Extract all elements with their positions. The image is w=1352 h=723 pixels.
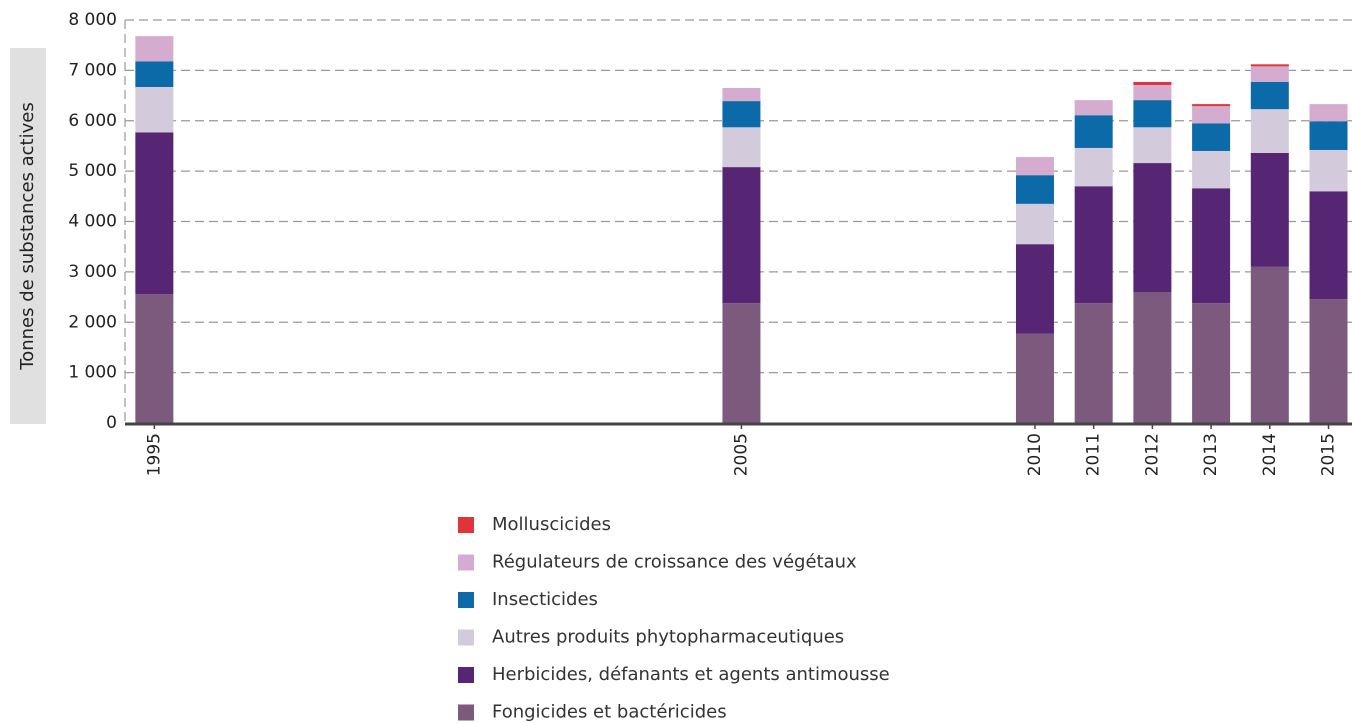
y-tick-label: 7 000 (68, 60, 117, 80)
bar-segment (1074, 147, 1113, 187)
legend-label: Autres produits phytopharmaceutiques (492, 627, 844, 648)
bar-segment (1015, 203, 1054, 245)
bar-segment (1192, 104, 1231, 107)
bar-segment (1015, 175, 1054, 204)
legend-swatch (458, 554, 474, 571)
legend-swatch (458, 667, 474, 683)
y-tick-label: 5 000 (68, 161, 117, 181)
bar-segment (1250, 152, 1289, 267)
y-tick-label: 3 000 (68, 262, 117, 282)
bar-segment (1074, 100, 1113, 116)
x-tick-label: 2012 (1142, 433, 1162, 476)
legend-swatch (458, 517, 474, 533)
legend-label: Fongicides et bactéricides (492, 702, 727, 723)
y-label-box (10, 48, 46, 424)
bar-segment (135, 61, 174, 87)
bar-segment (1133, 100, 1172, 128)
legend-label: Molluscicides (492, 514, 611, 535)
bar-segment (1309, 149, 1348, 192)
bar-segment (135, 86, 174, 133)
bar-segment (722, 303, 761, 423)
legend-swatch (458, 629, 474, 646)
bar-segment (1133, 163, 1172, 293)
bar-segment (1133, 84, 1172, 101)
bar-segment (722, 101, 761, 128)
legend-label: Herbicides, défanants et agents antimous… (492, 664, 890, 685)
bar-segment (1074, 115, 1113, 148)
bar-segment (135, 132, 174, 295)
bar-segment (1192, 188, 1231, 304)
y-tick-label: 6 000 (68, 111, 117, 131)
legend-swatch (458, 592, 474, 608)
legend-label: Régulateurs de croissance des végétaux (492, 552, 857, 573)
bar-segment (1309, 191, 1348, 300)
x-tick-label: 2005 (731, 433, 751, 476)
bar-segment (1074, 303, 1113, 423)
bar-segment (722, 167, 761, 304)
legend-swatch (458, 704, 474, 721)
bar-segment (1250, 266, 1289, 423)
y-tick-label: 2 000 (68, 312, 117, 332)
bar-segment (1015, 244, 1054, 334)
bar-segment (135, 294, 174, 423)
bar-segment (1192, 303, 1231, 423)
bar-segment (722, 127, 761, 168)
y-axis-label: Tonnes de substances actives (17, 102, 38, 370)
bar-segment (1250, 66, 1289, 82)
bar-segment (722, 88, 761, 102)
x-tick-label: 1995 (144, 433, 164, 476)
bar-segment (1250, 64, 1289, 67)
bar-segment (1015, 157, 1054, 176)
bar-segment (1309, 104, 1348, 122)
bar-segment (1015, 333, 1054, 423)
bar-segment (1133, 292, 1172, 423)
x-tick-label: 2013 (1201, 433, 1221, 476)
bar-segment (1133, 127, 1172, 164)
bar-segment (1250, 81, 1289, 110)
x-tick-label: 2011 (1084, 433, 1104, 476)
bar-segment (1309, 299, 1348, 423)
bar-segment (1192, 150, 1231, 189)
y-tick-label: 0 (106, 413, 117, 433)
bar-segment (135, 36, 174, 62)
y-tick-label: 8 000 (68, 10, 117, 30)
bar-segment (1192, 123, 1231, 151)
x-tick-label: 2015 (1319, 433, 1339, 476)
bar-segment (1250, 109, 1289, 153)
bar-segment (1309, 121, 1348, 150)
x-tick-label: 2014 (1260, 433, 1280, 476)
x-tick-label: 2010 (1025, 433, 1045, 476)
legend-label: Insecticides (492, 589, 598, 610)
bar-segment (1192, 106, 1231, 124)
y-tick-label: 4 000 (68, 212, 117, 232)
bar-segment (1074, 186, 1113, 304)
y-tick-label: 1 000 (68, 363, 117, 383)
bar-segment (1133, 81, 1172, 85)
